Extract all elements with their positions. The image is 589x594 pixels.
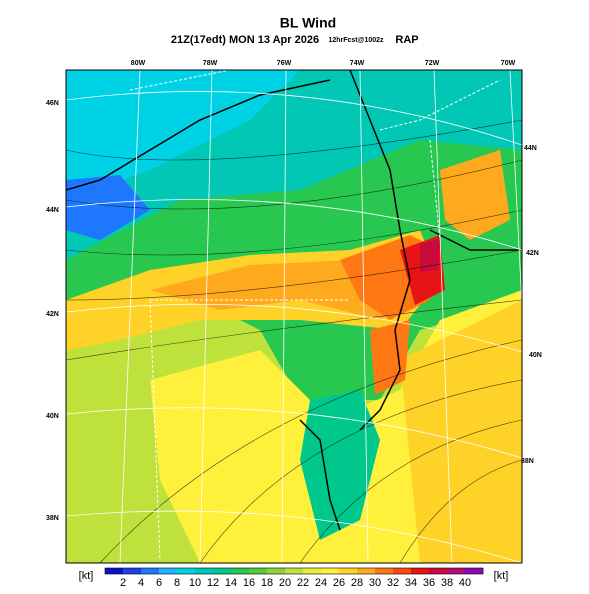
colorbar-label: 10 (189, 577, 201, 589)
latitude-label: 38N (46, 515, 59, 522)
colorbar-swatch (339, 568, 358, 574)
colorbar-swatch (177, 568, 196, 574)
colorbar-swatch (105, 568, 124, 574)
colorbar-label: 32 (387, 577, 399, 589)
forecast-info: 12hrFcst@1002z (328, 37, 384, 44)
colorbar-swatch (231, 568, 250, 574)
colorbar-swatch (303, 568, 322, 574)
latitude-label: 42N (526, 250, 539, 257)
latitude-label: 38N (521, 458, 534, 465)
colorbar-label: 36 (423, 577, 435, 589)
latitude-label: 40N (529, 352, 542, 359)
colorbar-label: 16 (243, 577, 255, 589)
colorbar-label: 22 (297, 577, 309, 589)
longitude-label: 70W (501, 60, 516, 67)
longitude-label: 72W (425, 60, 440, 67)
colorbar-label: 6 (156, 577, 162, 589)
colorbar-swatch (429, 568, 448, 574)
unit-label: [kt] (494, 570, 509, 582)
longitude-label: 74W (350, 60, 365, 67)
colorbar-label: 26 (333, 577, 345, 589)
colorbar-label: 8 (174, 577, 180, 589)
colorbar-swatch (267, 568, 286, 574)
colorbar-swatch (357, 568, 376, 574)
colorbar-label: 18 (261, 577, 273, 589)
wind-field (66, 70, 522, 563)
colorbar-swatch (393, 568, 412, 574)
colorbar-swatch (249, 568, 268, 574)
colorbar-swatch (447, 568, 466, 574)
colorbar-label: 24 (315, 577, 327, 589)
latitude-label: 44N (46, 207, 59, 214)
latitude-label: 44N (524, 145, 537, 152)
unit-label: [kt] (79, 570, 94, 582)
colorbar-swatch (375, 568, 394, 574)
longitude-label: 80W (131, 60, 146, 67)
latitude-label: 42N (46, 311, 59, 318)
colorbar-swatch (465, 568, 484, 574)
latitude-label: 46N (46, 100, 59, 107)
colorbar-label: 20 (279, 577, 291, 589)
colorbar-swatch (159, 568, 178, 574)
colorbar-label: 12 (207, 577, 219, 589)
colorbar-label: 40 (459, 577, 471, 589)
colorbar: 2 4 6 8 10 12 14 16 18 20 22 24 26 28 30 32 34 36 38 40 (104, 567, 484, 589)
map-labels: 80W 78W 76W 74W 72W 70W 46N 44N 42N 40N 38N 44N 42N 4… (46, 60, 542, 522)
colorbar-label: 34 (405, 577, 417, 589)
colorbar-swatch (321, 568, 340, 574)
longitude-label: 78W (203, 60, 218, 67)
colorbar-frame (104, 567, 484, 575)
colorbar-label: 28 (351, 577, 363, 589)
colorbar-label: 4 (138, 577, 144, 589)
latitude-label: 40N (46, 413, 59, 420)
colorbar-label: 2 (120, 577, 126, 589)
colorbar-swatch (213, 568, 232, 574)
colorbar-swatch (123, 568, 142, 574)
colorbar-swatch (285, 568, 304, 574)
title: BL Wind (280, 15, 336, 31)
colorbar-swatch (411, 568, 430, 574)
valid-time: 21Z(17edt) MON 13 Apr 2026 (171, 34, 319, 46)
map-frame (65, 69, 523, 564)
longitude-label: 76W (277, 60, 292, 67)
colorbar-swatch (141, 568, 160, 574)
colorbar-swatch (195, 568, 214, 574)
model-name: RAP (395, 34, 418, 46)
colorbar-label: 30 (369, 577, 381, 589)
colorbar-label: 38 (441, 577, 453, 589)
colorbar-label: 14 (225, 577, 237, 589)
